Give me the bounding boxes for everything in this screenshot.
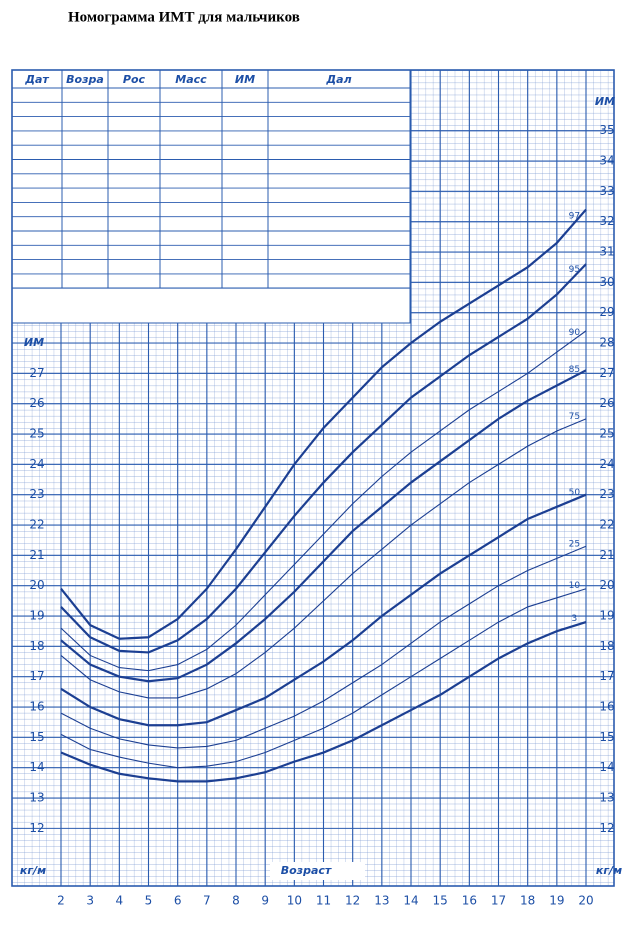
percentile-line <box>60 493 587 727</box>
table-background <box>12 70 410 323</box>
y2-tick-label: 22 <box>599 518 614 532</box>
x-tick-label: 6 <box>174 894 182 908</box>
y2-tick-label: 17 <box>599 669 614 683</box>
y-tick-label: 15 <box>29 730 44 744</box>
y2-axis-label: ИМ <box>595 95 615 108</box>
x-tick-label: 9 <box>261 894 269 908</box>
x-tick-label: 19 <box>549 894 564 908</box>
frame <box>11 69 615 887</box>
y-tick-label: 23 <box>29 487 44 501</box>
chart-title: Номограмма ИМТ для мальчиков <box>68 9 300 25</box>
y-axis-label: ИМ <box>24 336 44 349</box>
y2-tick-label: 12 <box>599 821 614 835</box>
y-tick-label: 21 <box>29 548 44 562</box>
percentile-line <box>60 369 587 683</box>
y-tick-label: 25 <box>29 427 44 441</box>
percentile-label: 10 <box>569 581 581 591</box>
y2-tick-label: 24 <box>599 457 614 471</box>
y2-tick-label: 16 <box>599 700 614 714</box>
y2-tick-label: 32 <box>599 214 614 228</box>
percentile-label: 75 <box>569 412 580 422</box>
x-label-box <box>270 862 365 880</box>
x-tick-label: 10 <box>287 894 302 908</box>
percentile-label: 3 <box>571 614 577 624</box>
y2-tick-label: 20 <box>599 578 614 592</box>
y2-tick-label: 33 <box>599 184 614 198</box>
y2-tick-label: 30 <box>599 275 614 289</box>
y-tick-label: 24 <box>29 457 44 471</box>
x-axis-label: Возраст <box>281 864 332 877</box>
y2-tick-label: 26 <box>599 396 614 410</box>
table-header: Рос <box>123 73 146 86</box>
percentile-line <box>60 621 587 783</box>
y2-tick-label: 35 <box>599 123 614 137</box>
x-tick-label: 12 <box>345 894 360 908</box>
y-tick-label: 19 <box>29 609 44 623</box>
percentile-line <box>60 263 587 654</box>
x-tick-label: 13 <box>374 894 389 908</box>
percentile-label: 95 <box>569 265 580 275</box>
y2-tick-label: 18 <box>599 639 614 653</box>
x-tick-label: 16 <box>462 894 477 908</box>
y2-tick-label: 34 <box>599 154 614 168</box>
x-tick-label: 3 <box>86 894 94 908</box>
x-tick-label: 7 <box>203 894 211 908</box>
y2-tick-label: 21 <box>599 548 614 562</box>
x-tick-label: 5 <box>145 894 153 908</box>
percentile-line <box>60 208 587 640</box>
x-tick-label: 11 <box>316 894 331 908</box>
table-header: Дал <box>325 73 351 86</box>
percentile-line <box>60 588 587 769</box>
table-header: Дат <box>24 73 49 86</box>
y2-tick-label: 29 <box>599 305 614 319</box>
y-tick-label: 20 <box>29 578 44 592</box>
x-tick-label: 18 <box>520 894 535 908</box>
unit-label: кг/м <box>596 864 622 877</box>
y-tick-label: 17 <box>29 669 44 683</box>
percentile-label: 90 <box>569 328 581 338</box>
y2-tick-label: 25 <box>599 427 614 441</box>
y-tick-label: 14 <box>29 760 44 774</box>
y-tick-label: 22 <box>29 518 44 532</box>
percentile-line <box>60 418 587 699</box>
x-tick-label: 17 <box>491 894 506 908</box>
x-tick-label: 15 <box>433 894 448 908</box>
x-tick-label: 2 <box>57 894 65 908</box>
table-header: ИМ <box>235 73 255 86</box>
y-tick-label: 18 <box>29 639 44 653</box>
y2-tick-label: 27 <box>599 366 614 380</box>
y2-tick-label: 14 <box>599 760 614 774</box>
x-tick-label: 20 <box>578 894 593 908</box>
y-tick-label: 13 <box>29 791 44 805</box>
y-tick-label: 16 <box>29 700 44 714</box>
percentile-line <box>60 330 587 672</box>
y2-tick-label: 23 <box>599 487 614 501</box>
y2-tick-label: 19 <box>599 609 614 623</box>
y2-tick-label: 13 <box>599 791 614 805</box>
y2-tick-label: 28 <box>599 336 614 350</box>
table-header: Масс <box>175 73 207 86</box>
y-tick-label: 27 <box>29 366 44 380</box>
percentile-label: 85 <box>569 365 580 375</box>
y-tick-label: 12 <box>29 821 44 835</box>
y2-tick-label: 31 <box>599 245 614 259</box>
x-tick-label: 8 <box>232 894 240 908</box>
y2-tick-label: 15 <box>599 730 614 744</box>
x-tick-label: 4 <box>116 894 124 908</box>
x-tick-label: 14 <box>403 894 418 908</box>
percentile-line <box>60 545 587 749</box>
unit-label: кг/м <box>20 864 46 877</box>
percentile-label: 97 <box>569 211 580 221</box>
percentile-label: 25 <box>569 540 580 550</box>
percentile-label: 50 <box>569 488 581 498</box>
blank-band <box>11 287 411 324</box>
y-tick-label: 26 <box>29 396 44 410</box>
table-header: Возра <box>66 73 104 86</box>
